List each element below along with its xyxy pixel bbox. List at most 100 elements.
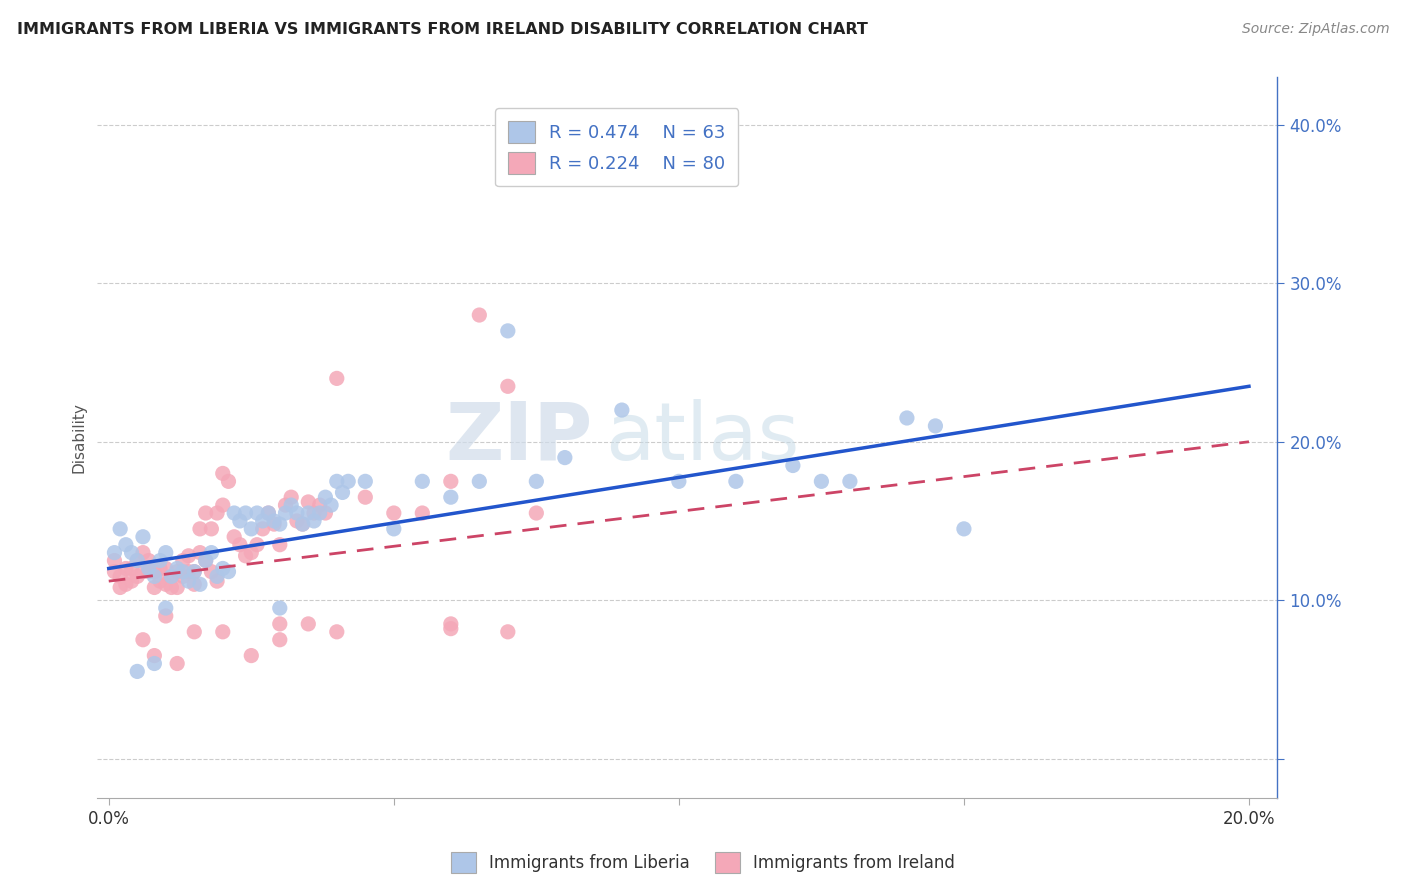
Point xyxy=(127,665,149,679)
Point xyxy=(302,506,325,520)
Point xyxy=(496,379,519,393)
Point xyxy=(155,609,177,624)
Point xyxy=(143,648,166,663)
Point xyxy=(115,577,138,591)
Point xyxy=(183,577,205,591)
Point xyxy=(440,475,463,489)
Point xyxy=(314,490,336,504)
Point xyxy=(224,506,246,520)
Point xyxy=(143,581,166,595)
Point xyxy=(211,561,233,575)
Point xyxy=(240,522,263,536)
Point xyxy=(297,495,319,509)
Point xyxy=(274,506,297,520)
Point xyxy=(155,577,177,591)
Point xyxy=(269,538,291,552)
Point xyxy=(115,561,138,575)
Point xyxy=(724,475,747,489)
Point xyxy=(263,514,285,528)
Point xyxy=(194,553,217,567)
Point xyxy=(103,546,125,560)
Point xyxy=(337,475,360,489)
Point xyxy=(252,522,274,536)
Point xyxy=(108,581,131,595)
Text: ZIP: ZIP xyxy=(446,399,593,477)
Point xyxy=(468,475,491,489)
Point xyxy=(172,565,194,579)
Point xyxy=(224,530,246,544)
Point xyxy=(246,538,269,552)
Point xyxy=(103,565,125,579)
Point xyxy=(411,506,433,520)
Point xyxy=(188,546,211,560)
Point xyxy=(319,498,342,512)
Point xyxy=(149,574,172,588)
Point xyxy=(810,475,832,489)
Point xyxy=(183,565,205,579)
Point xyxy=(108,569,131,583)
Point xyxy=(166,581,188,595)
Point xyxy=(308,498,330,512)
Point xyxy=(291,517,314,532)
Point xyxy=(108,522,131,536)
Point xyxy=(332,485,354,500)
Point xyxy=(229,514,252,528)
Point xyxy=(121,574,143,588)
Point xyxy=(280,490,302,504)
Point xyxy=(308,506,330,520)
Point xyxy=(924,418,946,433)
Point xyxy=(285,514,308,528)
Point xyxy=(194,553,217,567)
Point xyxy=(127,569,149,583)
Point xyxy=(200,546,222,560)
Point xyxy=(183,565,205,579)
Point xyxy=(524,506,547,520)
Point xyxy=(554,450,576,465)
Point xyxy=(314,506,336,520)
Point xyxy=(149,561,172,575)
Point xyxy=(205,506,228,520)
Point xyxy=(160,569,183,583)
Point xyxy=(326,475,349,489)
Point xyxy=(183,624,205,639)
Point xyxy=(838,475,860,489)
Point xyxy=(229,538,252,552)
Point xyxy=(211,467,233,481)
Point xyxy=(172,553,194,567)
Point xyxy=(132,530,155,544)
Point xyxy=(177,574,200,588)
Point xyxy=(218,475,240,489)
Point xyxy=(440,490,463,504)
Legend: Immigrants from Liberia, Immigrants from Ireland: Immigrants from Liberia, Immigrants from… xyxy=(444,846,962,880)
Point xyxy=(132,565,155,579)
Point xyxy=(240,648,263,663)
Y-axis label: Disability: Disability xyxy=(72,402,86,474)
Point xyxy=(132,632,155,647)
Point xyxy=(166,565,188,579)
Point xyxy=(121,546,143,560)
Point xyxy=(297,506,319,520)
Point xyxy=(160,569,183,583)
Legend: R = 0.474    N = 63, R = 0.224    N = 80: R = 0.474 N = 63, R = 0.224 N = 80 xyxy=(495,108,738,186)
Point xyxy=(143,657,166,671)
Point xyxy=(155,561,177,575)
Point xyxy=(177,549,200,563)
Point xyxy=(127,553,149,567)
Point xyxy=(610,403,633,417)
Point xyxy=(172,569,194,583)
Point xyxy=(160,581,183,595)
Point xyxy=(263,517,285,532)
Point xyxy=(382,506,405,520)
Point xyxy=(496,324,519,338)
Point xyxy=(326,624,349,639)
Point xyxy=(200,565,222,579)
Point xyxy=(132,546,155,560)
Point xyxy=(218,565,240,579)
Point xyxy=(468,308,491,322)
Point xyxy=(166,561,188,575)
Point xyxy=(235,506,257,520)
Point xyxy=(269,601,291,615)
Point xyxy=(205,574,228,588)
Point xyxy=(103,553,125,567)
Point xyxy=(200,522,222,536)
